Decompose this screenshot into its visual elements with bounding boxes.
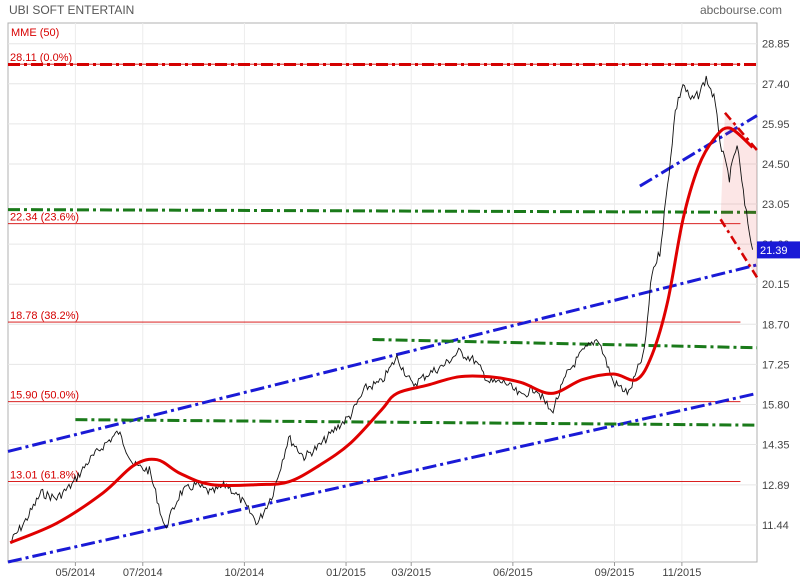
x-tick-label: 06/2015 (493, 567, 533, 579)
fibonacci-label: 18.78 (38.2%) (10, 310, 79, 322)
last-price-box (757, 241, 800, 259)
trendline-channel-lower (7, 391, 758, 564)
x-tick-label: 10/2014 (225, 567, 265, 579)
trendlines (7, 62, 759, 564)
fibonacci-label: 22.34 (23.6%) (10, 212, 79, 224)
y-tick-label: 24.50 (762, 159, 790, 171)
y-tick-label: 11.44 (762, 520, 789, 532)
trendline-support (75, 418, 758, 427)
x-tick-label: 11/2015 (662, 567, 701, 579)
trendline-channel-upper-parallel (639, 114, 758, 188)
y-tick-label: 18.70 (762, 319, 790, 331)
last-price-label: 21.39 (760, 245, 788, 257)
trendline-down-channel (723, 111, 758, 151)
trendline-support (372, 337, 758, 350)
y-tick-label: 17.25 (762, 359, 790, 371)
y-tick-label: 28.85 (762, 39, 790, 51)
x-tick-label: 05/2014 (56, 567, 96, 579)
fibonacci-levels: 28.11 (0.0%) 22.34 (23.6%) 18.78 (38.2%) 15… (8, 52, 741, 483)
y-tick-label: 12.89 (762, 480, 790, 492)
trendline-support (7, 208, 758, 214)
ema-line (9, 126, 754, 545)
x-tick-label: 01/2015 (326, 567, 366, 579)
y-tick-label: 15.80 (762, 399, 790, 411)
grid-lines (8, 23, 757, 562)
y-tick-label: 25.95 (762, 119, 790, 131)
y-tick-label: 23.05 (762, 199, 790, 211)
source-label: abcbourse.com (700, 3, 782, 17)
last-price-marker: 21.39 (757, 241, 800, 259)
fibonacci-label: 13.01 (61.8%) (10, 470, 79, 482)
y-tick-label: 27.40 (762, 79, 790, 91)
fibonacci-label: 28.11 (0.0%) (10, 52, 72, 64)
chart-title: UBI SOFT ENTERTAIN (9, 3, 134, 17)
x-tick-label: 09/2015 (595, 567, 635, 579)
y-tick-label: 20.15 (762, 279, 790, 291)
trendline-down-channel (719, 218, 759, 278)
x-tick-label: 03/2015 (391, 567, 431, 579)
fibonacci-label: 15.90 (50.0%) (10, 390, 79, 402)
ema-series (9, 126, 754, 545)
x-tick-label: 07/2014 (123, 567, 163, 579)
indicator-label: MME (50) (11, 27, 59, 39)
y-tick-label: 14.35 (762, 440, 790, 452)
plot-area (7, 22, 758, 563)
x-axis-ticks: 05/2014 07/2014 10/2014 01/2015 03/2015 06/20… (56, 562, 701, 579)
down-channel-fill (720, 112, 757, 278)
